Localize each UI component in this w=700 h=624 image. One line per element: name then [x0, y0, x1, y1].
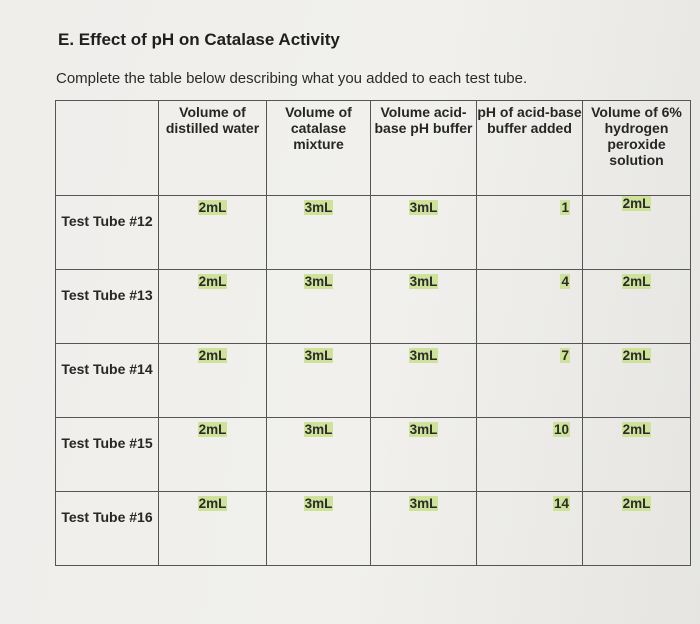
row-label: Test Tube #13 [55, 269, 159, 344]
water-cell: 2mL [158, 491, 267, 566]
header-buffer: Volume acid-base pH buffer [370, 100, 477, 196]
water-value: 2mL [197, 496, 228, 511]
row-label: Test Tube #15 [55, 417, 159, 492]
ph-value: 14 [552, 496, 570, 511]
catalase-value: 3mL [303, 200, 334, 215]
header-ph: pH of acid-base buffer added [476, 100, 583, 196]
ph-cell: 14 [476, 491, 583, 566]
ph-cell: 4 [476, 269, 583, 344]
water-value: 2mL [197, 274, 228, 289]
ph-cell: 7 [476, 343, 583, 418]
buffer-value: 3mL [408, 422, 439, 437]
ph-cell: 1 [476, 195, 583, 270]
header-peroxide: Volume of 6% hydrogen peroxide solution [582, 100, 691, 196]
header-water: Volume of distilled water [158, 100, 267, 196]
catalase-cell: 3mL [266, 269, 371, 344]
peroxide-value: 2mL [621, 496, 652, 511]
peroxide-value: 2mL [621, 196, 652, 211]
catalase-value: 3mL [303, 496, 334, 511]
catalase-value: 3mL [303, 422, 334, 437]
table-row: Test Tube #16 2mL 3mL 3mL 14 2mL [55, 491, 691, 566]
row-label: Test Tube #16 [55, 491, 159, 566]
water-cell: 2mL [158, 195, 267, 270]
buffer-value: 3mL [408, 274, 439, 289]
instructions-text: Complete the table below describing what… [56, 70, 528, 87]
table-row: Test Tube #15 2mL 3mL 3mL 10 2mL [55, 417, 691, 492]
catalase-cell: 3mL [266, 491, 371, 566]
header-blank-cell [55, 100, 159, 196]
table-row: Test Tube #12 2mL 3mL 3mL 1 2mL [55, 195, 691, 270]
buffer-value: 3mL [408, 200, 439, 215]
peroxide-cell: 2mL [582, 269, 691, 344]
ph-value: 1 [560, 200, 570, 215]
water-cell: 2mL [158, 269, 267, 344]
section-heading: E. Effect of pH on Catalase Activity [58, 30, 340, 49]
buffer-cell: 3mL [370, 417, 477, 492]
catalase-cell: 3mL [266, 195, 371, 270]
catalase-cell: 3mL [266, 343, 371, 418]
peroxide-value: 2mL [621, 348, 652, 363]
table-row: Test Tube #14 2mL 3mL 3mL 7 2mL [55, 343, 691, 418]
ph-value: 10 [552, 422, 570, 437]
buffer-cell: 3mL [370, 195, 477, 270]
water-value: 2mL [197, 348, 228, 363]
water-value: 2mL [197, 200, 228, 215]
peroxide-value: 2mL [621, 274, 652, 289]
water-value: 2mL [197, 422, 228, 437]
peroxide-cell: 2mL [582, 491, 691, 566]
row-label: Test Tube #14 [55, 343, 159, 418]
row-label: Test Tube #12 [55, 195, 159, 270]
peroxide-cell: 2mL [582, 195, 691, 270]
peroxide-value: 2mL [621, 422, 652, 437]
ph-value: 7 [560, 348, 570, 363]
test-tube-table: Volume of distilled water Volume of cata… [55, 100, 691, 566]
buffer-value: 3mL [408, 348, 439, 363]
buffer-cell: 3mL [370, 343, 477, 418]
buffer-cell: 3mL [370, 269, 477, 344]
water-cell: 2mL [158, 417, 267, 492]
peroxide-cell: 2mL [582, 343, 691, 418]
header-row: Volume of distilled water Volume of cata… [55, 100, 691, 196]
water-cell: 2mL [158, 343, 267, 418]
ph-value: 4 [560, 274, 570, 289]
buffer-value: 3mL [408, 496, 439, 511]
header-catalase: Volume of catalase mixture [266, 100, 371, 196]
table-row: Test Tube #13 2mL 3mL 3mL 4 2mL [55, 269, 691, 344]
catalase-cell: 3mL [266, 417, 371, 492]
buffer-cell: 3mL [370, 491, 477, 566]
ph-cell: 10 [476, 417, 583, 492]
catalase-value: 3mL [303, 274, 334, 289]
catalase-value: 3mL [303, 348, 334, 363]
peroxide-cell: 2mL [582, 417, 691, 492]
